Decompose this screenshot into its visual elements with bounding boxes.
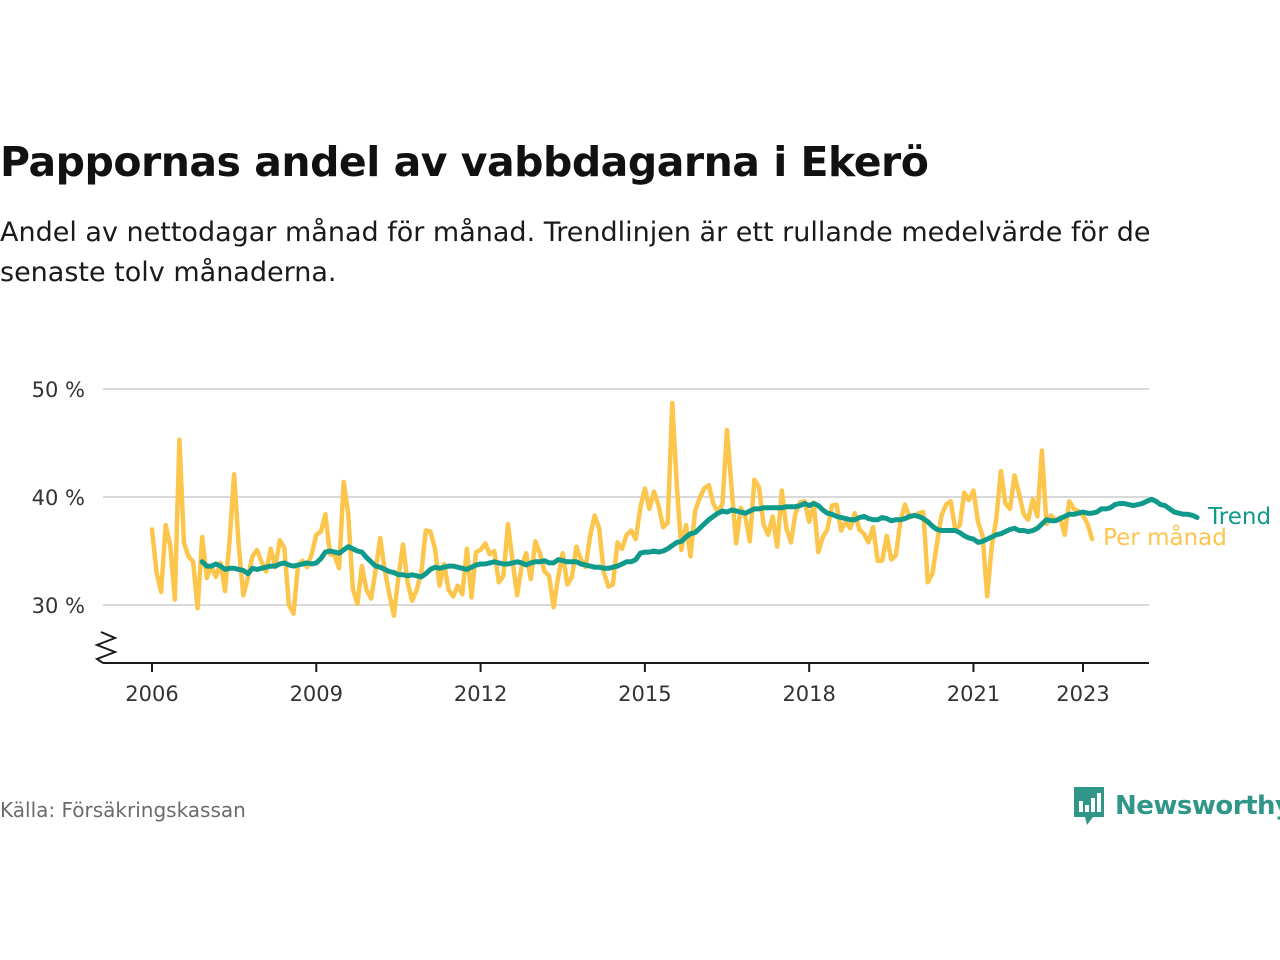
series-label-per-manad: Per månad [1103, 523, 1227, 551]
x-tick-label: 2012 [454, 682, 507, 706]
chart-subtitle: Andel av nettodagar månad för månad. Tre… [0, 217, 1151, 288]
y-tick-label: 40 % [32, 486, 85, 510]
y-tick-label: 50 % [32, 378, 85, 402]
chart-title: Pappornas andel av vabbdagarna i Ekerö [0, 138, 929, 186]
source-note: Källa: Försäkringskassan [0, 798, 246, 822]
series-label-trend: Trend [1207, 504, 1271, 530]
x-tick-label: 2021 [947, 682, 1000, 706]
brand-name: Newsworthy [1115, 791, 1280, 821]
x-tick-label: 2006 [125, 682, 178, 706]
series-line-trend [199, 496, 1200, 580]
series-line-per-manad [149, 400, 1095, 619]
y-tick-label: 30 % [32, 594, 85, 618]
x-tick-label: 2015 [618, 682, 671, 706]
axis-break-icon [94, 631, 118, 664]
line-chart: 30 % 40 % 50 % 2006 2009 2012 2015 2018 2021 2023… [32, 378, 1271, 706]
x-tick-label: 2023 [1056, 682, 1109, 706]
brand-logo: Newsworthy [1072, 784, 1280, 828]
x-tick-label: 2018 [782, 682, 835, 706]
x-tick-label: 2009 [290, 682, 343, 706]
newsworthy-logo-icon [1074, 787, 1104, 825]
